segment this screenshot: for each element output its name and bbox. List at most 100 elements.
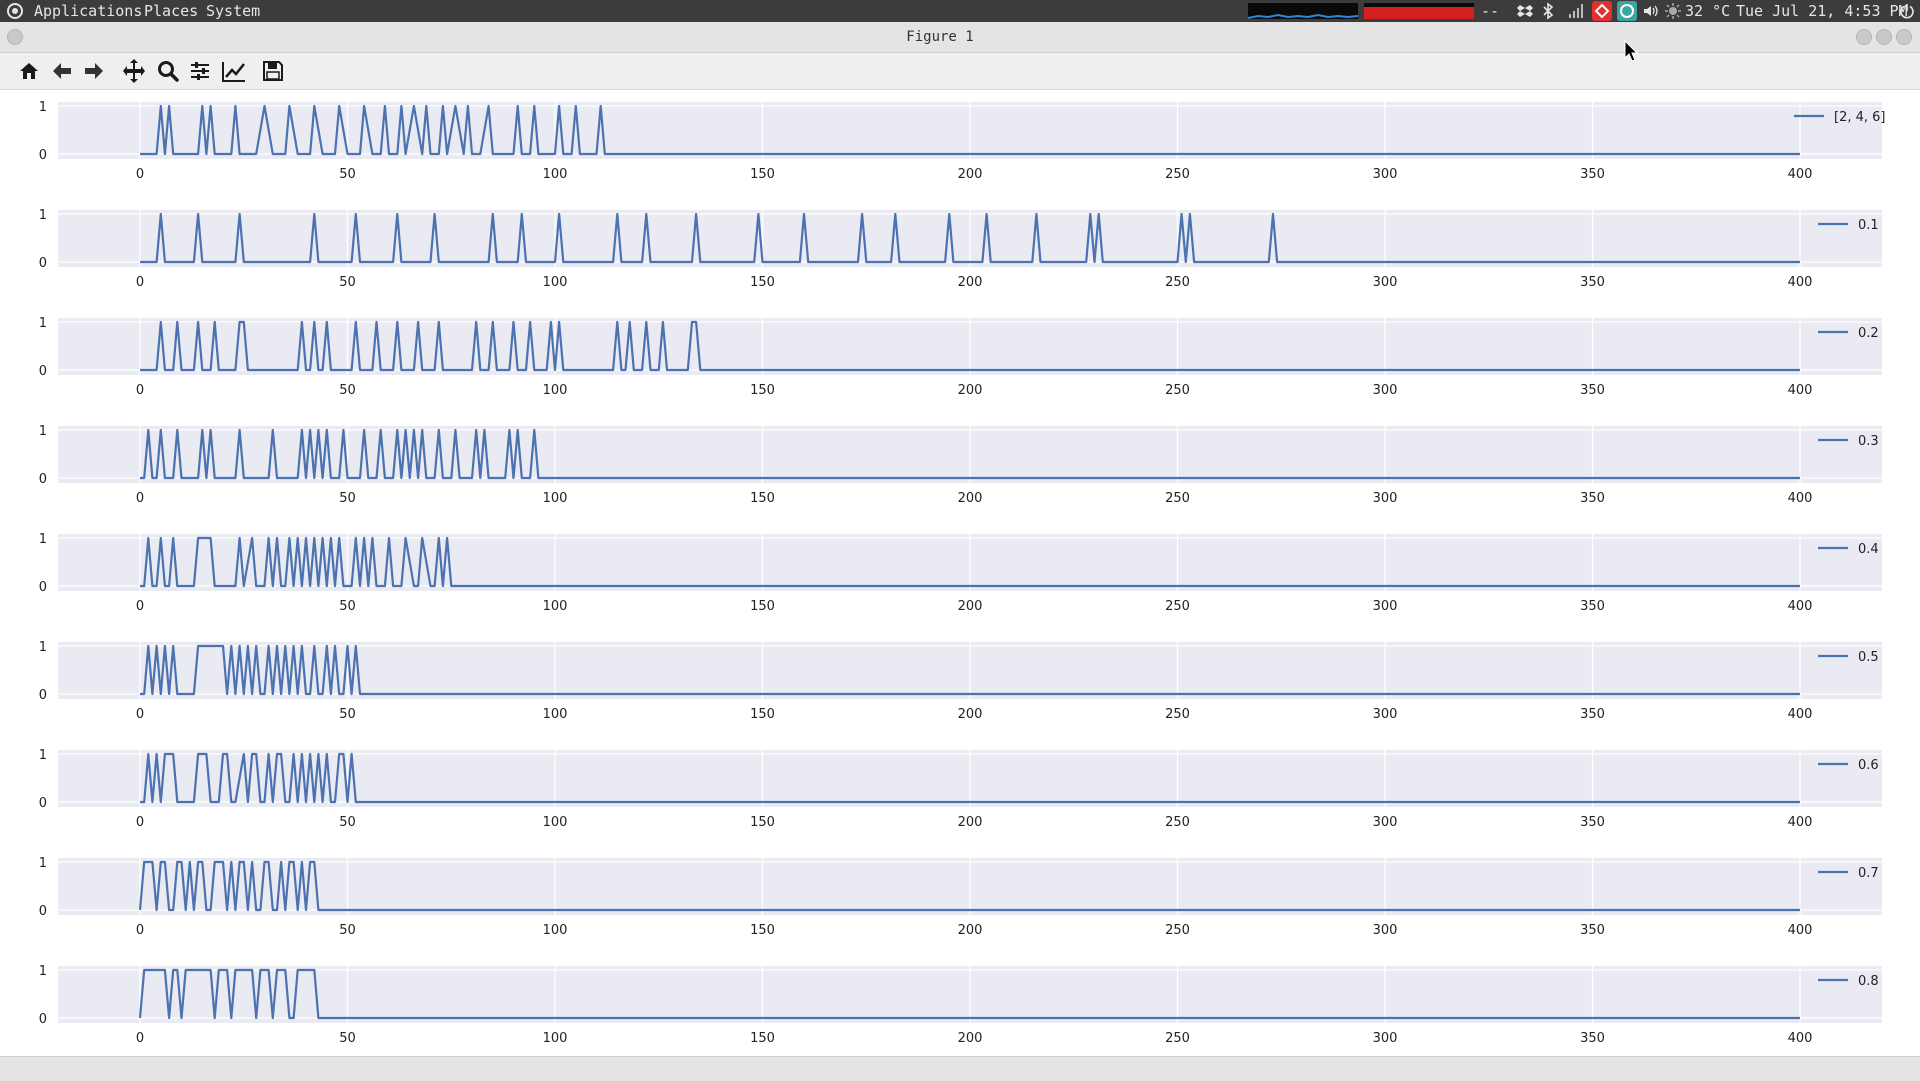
signal-strength-icon[interactable] xyxy=(1567,2,1585,24)
y-tick-label: 0 xyxy=(39,688,47,703)
legend-label: 0.2 xyxy=(1858,326,1879,341)
x-tick-label: 250 xyxy=(1165,275,1190,290)
x-tick-label: 50 xyxy=(339,491,356,506)
x-tick-label: 200 xyxy=(958,1031,983,1046)
x-tick-label: 50 xyxy=(339,599,356,614)
maximize-window-button[interactable] xyxy=(1876,29,1892,45)
x-tick-label: 300 xyxy=(1373,383,1398,398)
x-tick-label: 350 xyxy=(1580,383,1605,398)
x-tick-label: 0 xyxy=(136,1031,144,1046)
y-tick-label: 0 xyxy=(39,472,47,487)
menu-system[interactable]: System xyxy=(206,2,261,20)
x-tick-label: 400 xyxy=(1788,167,1813,182)
x-tick-label: 300 xyxy=(1373,1031,1398,1046)
window-titlebar[interactable]: Figure 1 xyxy=(0,22,1920,53)
x-tick-label: 150 xyxy=(750,275,775,290)
x-tick-label: 100 xyxy=(543,167,568,182)
x-tick-label: 300 xyxy=(1373,491,1398,506)
x-tick-label: 0 xyxy=(136,491,144,506)
x-tick-label: 50 xyxy=(339,815,356,830)
legend-label: [2, 4, 6] xyxy=(1834,110,1886,125)
memory-monitor-graph[interactable] xyxy=(1364,3,1474,19)
subplot-3: 0 50 100 150 200 250 300 350 400 0 1 0.3 xyxy=(39,424,1882,506)
volume-icon[interactable] xyxy=(1642,2,1660,24)
window-menu-icon[interactable] xyxy=(7,29,23,45)
menu-places[interactable]: Places xyxy=(144,2,199,20)
x-tick-label: 0 xyxy=(136,167,144,182)
x-tick-label: 350 xyxy=(1580,491,1605,506)
legend-label: 0.6 xyxy=(1858,758,1879,773)
x-tick-label: 400 xyxy=(1788,383,1813,398)
back-icon[interactable] xyxy=(48,57,76,85)
configure-subplots-icon[interactable] xyxy=(186,57,214,85)
x-tick-label: 50 xyxy=(339,275,356,290)
x-tick-label: 100 xyxy=(543,275,568,290)
bluetooth-icon[interactable] xyxy=(1541,2,1555,24)
update-notifier-icon[interactable] xyxy=(1592,1,1612,21)
legend-label: 0.5 xyxy=(1858,650,1879,665)
pan-icon[interactable] xyxy=(120,57,148,85)
x-tick-label: 100 xyxy=(543,815,568,830)
x-tick-label: 0 xyxy=(136,815,144,830)
x-tick-label: 100 xyxy=(543,383,568,398)
x-tick-label: 0 xyxy=(136,275,144,290)
x-tick-label: 350 xyxy=(1580,1031,1605,1046)
network-manager-icon[interactable] xyxy=(1617,1,1637,21)
subplot-7: 0 50 100 150 200 250 300 350 400 0 1 0.7 xyxy=(39,856,1882,938)
window-title: Figure 1 xyxy=(906,29,974,45)
status-bar xyxy=(0,1056,1920,1081)
x-tick-label: 150 xyxy=(750,491,775,506)
home-icon[interactable] xyxy=(15,57,43,85)
y-tick-label: 1 xyxy=(39,964,47,979)
x-tick-label: 200 xyxy=(958,491,983,506)
close-window-button[interactable] xyxy=(1896,29,1912,45)
x-tick-label: 150 xyxy=(750,599,775,614)
x-tick-label: 50 xyxy=(339,1031,356,1046)
subplot-8: 0 50 100 150 200 250 300 350 400 0 1 0.8 xyxy=(39,964,1882,1046)
y-tick-label: 0 xyxy=(39,796,47,811)
save-icon[interactable] xyxy=(259,57,287,85)
y-tick-label: 1 xyxy=(39,208,47,223)
x-tick-label: 250 xyxy=(1165,599,1190,614)
x-tick-label: 250 xyxy=(1165,707,1190,722)
distro-logo-icon[interactable] xyxy=(6,2,24,24)
x-tick-label: 400 xyxy=(1788,815,1813,830)
clock-text[interactable]: Tue Jul 21, 4:53 PM xyxy=(1736,2,1908,20)
dropbox-icon[interactable] xyxy=(1516,2,1534,24)
x-tick-label: 250 xyxy=(1165,923,1190,938)
weather-icon[interactable] xyxy=(1664,2,1682,24)
minimize-window-button[interactable] xyxy=(1856,29,1872,45)
subplot-0: 0 50 100 150 200 250 300 350 400 0 1 [2, 4, 6] xyxy=(39,100,1886,182)
series-line xyxy=(140,428,1800,480)
figure-canvas[interactable]: 0 50 100 150 200 250 300 350 400 0 1 [2, 4, 6] 0 50 10… xyxy=(0,90,1920,1056)
x-tick-label: 400 xyxy=(1788,599,1813,614)
x-tick-label: 350 xyxy=(1580,275,1605,290)
series-line xyxy=(140,644,1800,696)
menu-applications[interactable]: Applications xyxy=(34,2,143,20)
x-tick-label: 300 xyxy=(1373,815,1398,830)
x-tick-label: 400 xyxy=(1788,1031,1813,1046)
zoom-icon[interactable] xyxy=(154,57,182,85)
x-tick-label: 400 xyxy=(1788,923,1813,938)
legend-label: 0.4 xyxy=(1858,542,1879,557)
edit-axes-icon[interactable] xyxy=(220,57,248,85)
y-tick-label: 1 xyxy=(39,856,47,871)
forward-icon[interactable] xyxy=(80,57,108,85)
x-tick-label: 250 xyxy=(1165,383,1190,398)
temperature-text[interactable]: 32 °C xyxy=(1685,2,1731,20)
x-tick-label: 300 xyxy=(1373,707,1398,722)
x-tick-label: 200 xyxy=(958,275,983,290)
y-tick-label: 1 xyxy=(39,316,47,331)
y-tick-label: 1 xyxy=(39,748,47,763)
legend-label: 0.3 xyxy=(1858,434,1879,449)
x-tick-label: 150 xyxy=(750,815,775,830)
x-tick-label: 200 xyxy=(958,815,983,830)
x-tick-label: 250 xyxy=(1165,815,1190,830)
series-line xyxy=(138,860,1800,912)
y-tick-label: 0 xyxy=(39,1012,47,1027)
x-tick-label: 50 xyxy=(339,383,356,398)
x-tick-label: 150 xyxy=(750,1031,775,1046)
cpu-monitor-graph[interactable] xyxy=(1248,3,1358,19)
power-icon[interactable] xyxy=(1899,2,1915,24)
